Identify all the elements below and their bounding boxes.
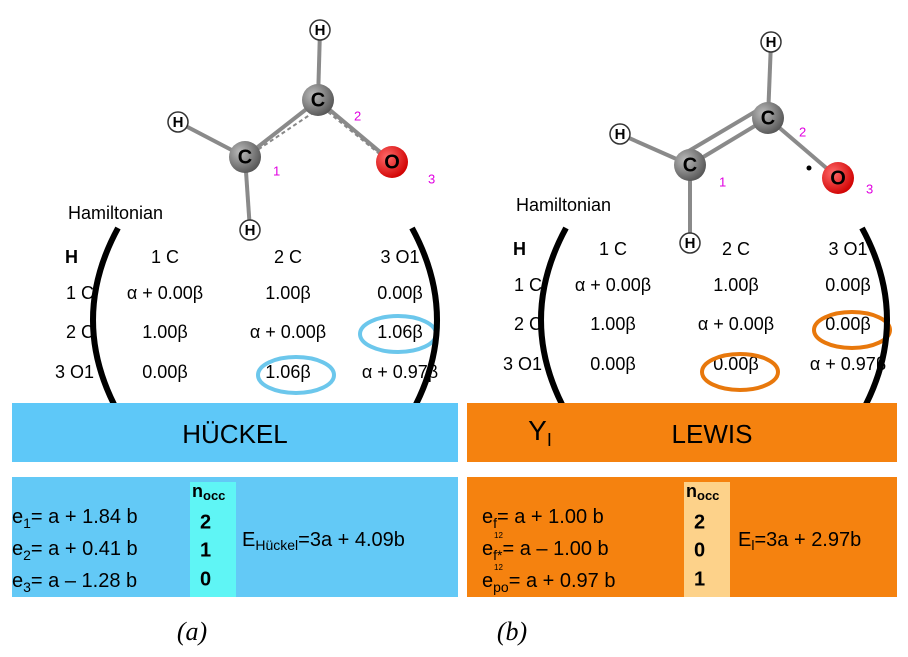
subscript: 3 [23, 579, 31, 595]
matrix-corner: H [513, 239, 526, 259]
orbital-note: 12 [494, 563, 503, 572]
row-header: 1 C [514, 275, 542, 295]
atom-number: 3 [428, 171, 435, 186]
column-header: 2 C [274, 247, 302, 267]
row-header: 3 O1 [503, 354, 542, 374]
atom-number: 3 [866, 181, 873, 196]
symbol: e [12, 538, 23, 560]
atom-symbol: C [238, 146, 252, 168]
figure: HCCOHH123HamiltonianH1 C2 C3 O11 Cα + 0.… [0, 0, 908, 657]
radical-dot [807, 166, 812, 171]
symbol: n [686, 481, 697, 501]
orbital-energy: e3= a – 1.28 b [12, 570, 137, 594]
banner-text: LEWIS [672, 419, 753, 449]
left-bracket [541, 228, 566, 412]
occupation-value: 0 [694, 539, 705, 561]
subscript: occ [697, 488, 719, 503]
symbol: e [12, 506, 23, 528]
row-header: 3 O1 [55, 362, 94, 382]
atom-symbol: H [173, 114, 184, 131]
symbol: E [738, 529, 751, 551]
matrix-cell: 1.00β [590, 314, 635, 334]
symbol: E [242, 529, 255, 551]
atom-symbol: C [311, 89, 325, 111]
matrix-cell: 0.00β [142, 362, 187, 382]
matrix-cell: 0.00β [825, 314, 870, 334]
atom-number: 2 [799, 124, 806, 139]
atom-symbol: H [245, 222, 256, 239]
atom-symbol: C [683, 154, 697, 176]
row-header: 2 C [514, 314, 542, 334]
row-header: 1 C [66, 283, 94, 303]
subscript: po [493, 579, 509, 595]
atom-symbol: H [766, 34, 777, 51]
column-header: 3 O1 [828, 239, 867, 259]
banner-text: HÜCKEL [182, 419, 287, 449]
expression: = a + 0.41 b [31, 538, 138, 560]
dashed-bond [253, 112, 314, 153]
symbol: e [482, 506, 493, 528]
subscript: 1 [23, 515, 31, 531]
hamiltonian-label: Hamiltonian [516, 195, 611, 215]
symbol: e [12, 570, 23, 592]
orbital-note: 12 [494, 531, 503, 540]
matrix-cell: 1.06β [377, 322, 422, 342]
hamiltonian-label: Hamiltonian [68, 203, 163, 223]
matrix-cell: 0.00β [377, 283, 422, 303]
column-header: 1 C [599, 239, 627, 259]
matrix-cell: 1.00β [265, 283, 310, 303]
column-header: 1 C [151, 247, 179, 267]
expression: = a – 1.00 b [502, 538, 608, 560]
matrix-corner: H [65, 247, 78, 267]
atom-symbol: H [615, 126, 626, 143]
expression: = a – 1.28 b [31, 570, 137, 592]
atom-symbol: O [830, 167, 846, 189]
row-header: 2 C [66, 322, 94, 342]
orbital-energy: ef= a + 1.00 b [482, 506, 604, 530]
symbol: n [192, 481, 203, 501]
occupation-value: 2 [200, 511, 211, 533]
caption: (a) [177, 617, 207, 646]
matrix-cell: α + 0.00β [575, 275, 651, 295]
subscript: I [547, 430, 552, 450]
matrix-cell: α + 0.00β [127, 283, 203, 303]
symbol: Y [528, 415, 547, 446]
orbital-energy: e1= a + 1.84 b [12, 506, 138, 530]
occupation-value: 1 [694, 568, 705, 590]
matrix-cell: 1.00β [142, 322, 187, 342]
symbol: e [482, 538, 493, 560]
expression: = a + 1.84 b [31, 506, 138, 528]
atom-number: 1 [273, 163, 280, 178]
occupation-value: 0 [200, 568, 211, 590]
atom-symbol: H [315, 22, 326, 39]
expression: = a + 0.97 b [509, 570, 616, 592]
orbital-energy: e2= a + 0.41 b [12, 538, 138, 562]
matrix-cell: α + 0.97β [810, 354, 886, 374]
column-header: 2 C [722, 239, 750, 259]
expression: =3a + 2.97b [754, 529, 861, 551]
atom-symbol: O [384, 151, 400, 173]
expression: = a + 1.00 b [497, 506, 604, 528]
atom-number: 1 [719, 174, 726, 189]
subscript: 2 [23, 547, 31, 563]
total-energy: El=3a + 2.97b [738, 529, 861, 552]
atom-symbol: C [761, 107, 775, 129]
expression: =3a + 4.09b [298, 529, 405, 551]
atom-symbol: H [685, 235, 696, 252]
atom-number: 2 [354, 108, 361, 123]
occupation-value: 1 [200, 539, 211, 561]
occupation-value: 2 [694, 511, 705, 533]
subscript: occ [203, 488, 225, 503]
symbol: e [482, 570, 493, 592]
matrix-cell: 1.06β [265, 362, 310, 382]
caption: (b) [497, 617, 527, 646]
subscript: Hückel [255, 537, 298, 553]
matrix-cell: α + 0.00β [250, 322, 326, 342]
left-bracket [93, 228, 118, 412]
matrix-cell: α + 0.00β [698, 314, 774, 334]
column-header: 3 O1 [380, 247, 419, 267]
matrix-cell: 1.00β [713, 275, 758, 295]
matrix-cell: 0.00β [590, 354, 635, 374]
matrix-cell: 0.00β [825, 275, 870, 295]
